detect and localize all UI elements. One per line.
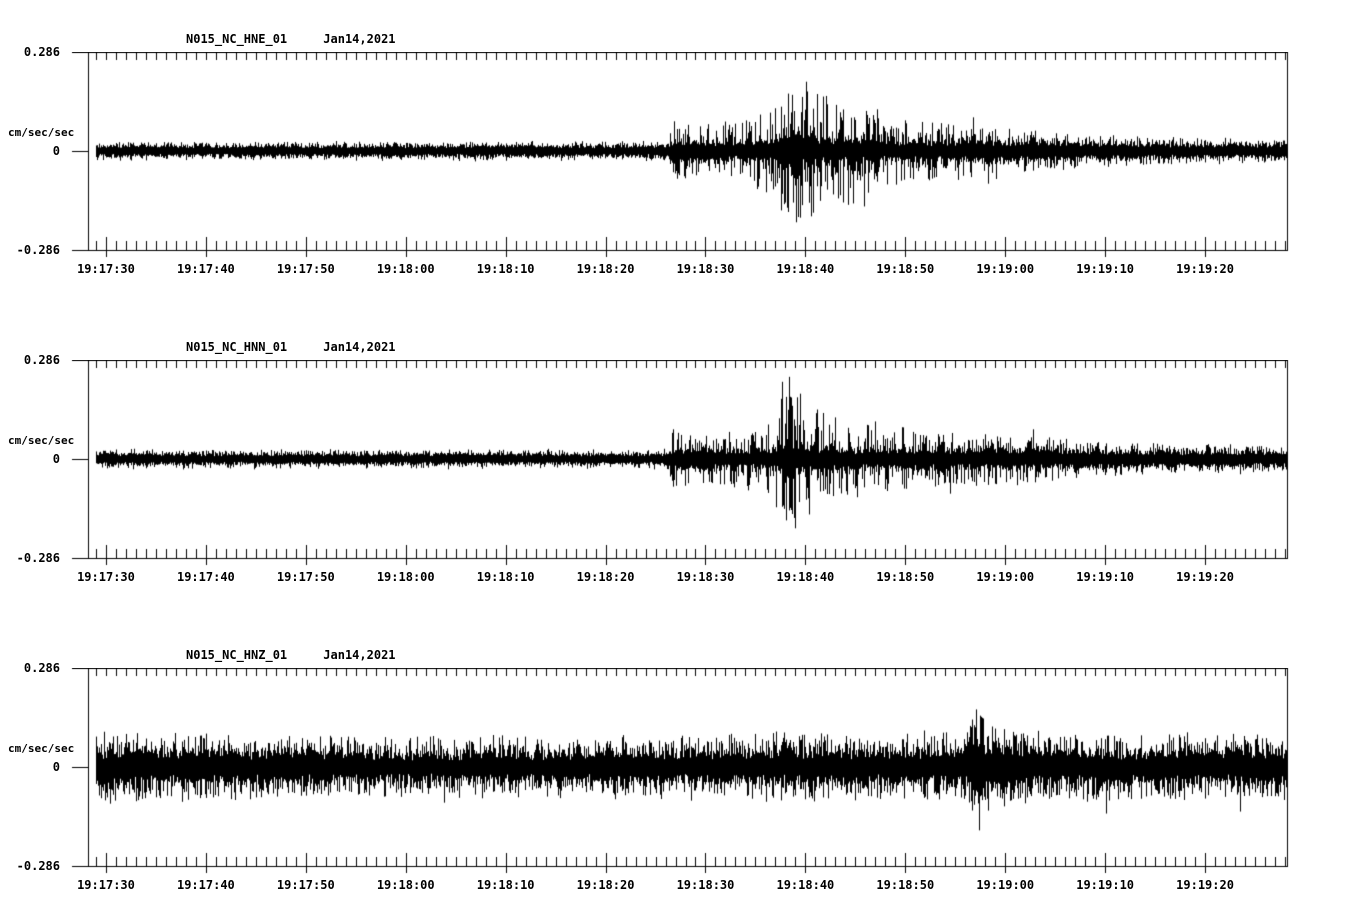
waveform-canvas-hne	[0, 52, 1358, 258]
x-tick-label: 19:19:00	[976, 570, 1035, 584]
x-tick-label: 19:18:10	[476, 262, 535, 276]
x-tick-label: 19:17:40	[176, 878, 235, 892]
x-tick-label: 19:18:10	[476, 878, 535, 892]
x-tick-label: 19:18:50	[876, 570, 935, 584]
x-tick-label: 19:17:30	[77, 570, 135, 584]
x-tick-label: 19:18:30	[676, 262, 735, 276]
x-tick-label: 19:18:20	[576, 570, 635, 584]
x-tick-label: 19:18:40	[776, 878, 835, 892]
x-tick-label: 19:19:10	[1076, 262, 1135, 276]
x-tick-label: 19:18:00	[376, 878, 435, 892]
x-tick-label: 19:17:50	[276, 570, 335, 584]
x-tick-label: 19:18:30	[676, 878, 735, 892]
x-tick-label: 19:19:20	[1176, 878, 1234, 892]
x-axis-labels: 19:17:30 19:17:40 19:17:50 19:18:00 19:18:10…	[0, 262, 1358, 277]
x-tick-label: 19:19:00	[976, 878, 1035, 892]
x-tick-label: 19:19:10	[1076, 570, 1135, 584]
x-tick-label: 19:17:50	[276, 878, 335, 892]
x-tick-label: 19:17:40	[176, 570, 235, 584]
x-axis-labels: 19:17:30 19:17:40 19:17:50 19:18:00 19:18:10…	[0, 878, 1358, 893]
x-tick-label: 19:18:50	[876, 262, 935, 276]
trace-title-hne: N015_NC_HNE_01 Jan14,2021	[186, 32, 396, 46]
x-tick-label: 19:17:40	[176, 262, 235, 276]
x-axis-labels: 19:17:30 19:17:40 19:17:50 19:18:00 19:18:10…	[0, 570, 1358, 585]
x-tick-label: 19:19:20	[1176, 570, 1234, 584]
waveform-canvas-hnz	[0, 668, 1358, 874]
x-tick-label: 19:18:00	[376, 262, 435, 276]
x-tick-label: 19:19:10	[1076, 878, 1135, 892]
x-tick-label: 19:19:20	[1176, 262, 1234, 276]
x-tick-label: 19:18:40	[776, 262, 835, 276]
x-tick-label: 19:17:30	[77, 262, 135, 276]
x-tick-label: 19:17:30	[77, 878, 135, 892]
x-tick-label: 19:17:50	[276, 262, 335, 276]
x-tick-label: 19:18:40	[776, 570, 835, 584]
trace-title-hnz: N015_NC_HNZ_01 Jan14,2021	[186, 648, 396, 662]
x-tick-label: 19:18:30	[676, 570, 735, 584]
x-tick-label: 19:18:20	[576, 262, 635, 276]
x-tick-label: 19:18:10	[476, 570, 535, 584]
x-tick-label: 19:19:00	[976, 262, 1035, 276]
x-tick-label: 19:18:50	[876, 878, 935, 892]
trace-title-hnn: N015_NC_HNN_01 Jan14,2021	[186, 340, 396, 354]
waveform-canvas-hnn	[0, 360, 1358, 566]
x-tick-label: 19:18:00	[376, 570, 435, 584]
x-tick-label: 19:18:20	[576, 878, 635, 892]
